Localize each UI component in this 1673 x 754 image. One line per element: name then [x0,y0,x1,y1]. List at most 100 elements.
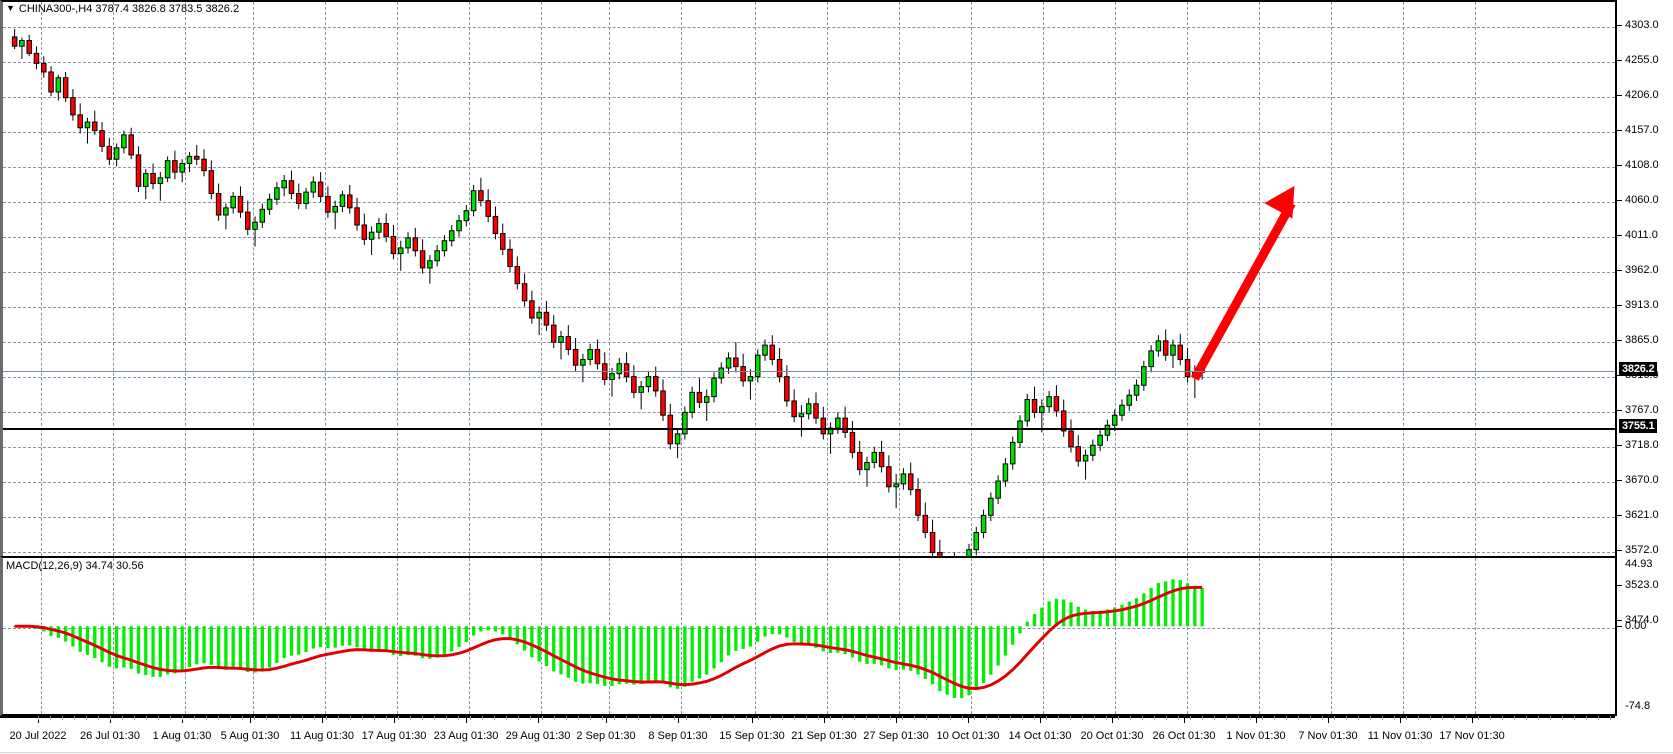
macd-histogram-bar [522,626,527,651]
candle [696,378,703,409]
price-axis[interactable]: 4303.0 4255.0 4206.0 4157.0 4108.0 4060.0 4011… [1615,0,1673,716]
macd-histogram-bar [377,626,381,652]
macd-histogram-bar [348,626,352,646]
price-label-highlight-last-price: 3826.2 [1619,362,1658,376]
candle [725,352,732,374]
time-tick-minor [1262,716,1263,720]
candle [361,213,368,246]
time-tick-minor [770,716,771,720]
time-tick-minor [1190,716,1191,720]
candle [128,127,134,160]
time-tick-minor [230,716,231,720]
macd-histogram-bar [158,626,162,677]
candle [1111,409,1118,431]
macd-histogram-bar [100,626,104,663]
price-axis-label: 3621.0 [1625,509,1659,521]
candle [550,315,557,349]
candle [448,225,455,247]
time-axis[interactable]: 20 Jul 2022 26 Jul 01:30 1 Aug 01:30 5 Aug … [0,716,1673,754]
time-tick-minor [302,716,303,720]
macd-histogram-bar [945,626,949,695]
candle [62,71,69,103]
macd-histogram-bar [282,626,286,659]
macd-histogram-bar [151,626,155,677]
candle [820,406,827,440]
macd-histogram-bar [311,626,315,649]
macd-axis-label: 44.93 [1625,558,1653,570]
time-tick-minor [1046,716,1047,720]
time-tick [606,716,607,723]
macd-histogram-bar [420,626,425,659]
time-tick-minor [374,716,375,720]
macd-pane[interactable] [0,556,1615,716]
macd-histogram-bar [1025,621,1029,627]
price-axis-label: 3474.0 [1625,614,1659,626]
macd-histogram-bar [457,626,461,648]
time-tick-minor [638,716,639,720]
macd-histogram-bar [129,626,133,669]
time-tick-minor [278,716,279,720]
macd-histogram-bar [195,626,199,665]
candle [674,428,681,459]
candle [186,152,193,173]
macd-histogram-bar [384,626,388,653]
macd-histogram-bar [610,626,614,687]
candle [842,406,848,439]
macd-header: MACD(12,26,9) 34.74 30.56 [6,560,144,572]
time-tick-minor [1298,716,1299,720]
macd-histogram-bar [187,626,192,668]
candle [390,225,397,260]
candle [747,369,754,400]
candle [849,420,856,459]
candle [915,478,921,522]
macd-histogram-bar [603,626,607,686]
candle [332,200,338,230]
time-axis-label: 1 Aug 01:30 [152,730,212,742]
macd-histogram-bar [858,626,862,662]
time-tick-minor [938,716,939,720]
candle [995,475,1001,504]
time-tick-minor [1310,716,1311,720]
macd-histogram-bar [770,626,774,635]
macd-histogram-bar [661,626,665,683]
macd-histogram-bar [639,626,643,685]
macd-histogram-bar [267,626,272,668]
macd-histogram-bar [930,626,935,685]
candle [521,273,528,307]
candle [776,348,783,383]
time-tick-minor [254,716,255,720]
time-tick-minor [1538,716,1539,720]
macd-histogram-bar [340,626,345,646]
time-tick-minor [1334,716,1335,720]
axis-tick [1617,585,1622,586]
time-tick-minor [1610,716,1611,720]
time-tick-minor [458,716,459,720]
bullish-trend-arrow[interactable] [1190,177,1306,381]
macd-histogram-bar [588,626,592,684]
time-tick-minor [794,716,795,720]
macd-histogram-bar [289,626,294,656]
macd-histogram-bar [952,626,957,698]
time-tick-minor [170,716,171,720]
macd-histogram-bar [1069,602,1073,627]
macd-histogram-bar [916,626,920,675]
macd-histogram-bar [872,626,876,664]
candle [1017,415,1023,449]
candle [835,412,841,434]
macd-histogram-bar [49,626,53,637]
price-axis-label: 4060.0 [1625,194,1659,206]
candle [623,352,630,383]
macd-histogram-bar [712,626,716,669]
macd-histogram-bar [566,626,570,678]
candle [754,349,761,383]
candle [499,223,506,256]
triangle-down-icon[interactable]: ▼ [6,3,15,13]
price-chart-pane[interactable] [0,0,1615,556]
candle [106,137,113,165]
macd-histogram-bar [355,626,359,648]
time-tick [1328,716,1329,723]
candle [434,245,440,267]
candle [543,300,550,331]
time-axis-label: 17 Aug 01:30 [361,730,427,742]
candle [427,255,433,284]
